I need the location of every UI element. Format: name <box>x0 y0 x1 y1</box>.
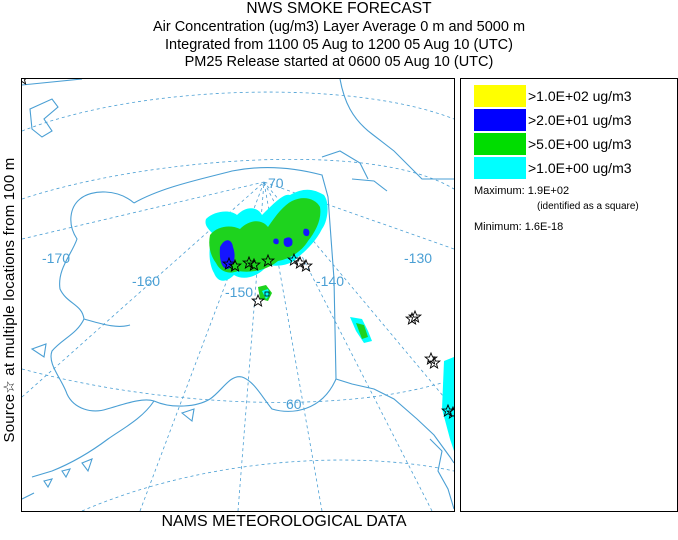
meridian-line <box>237 181 265 511</box>
legend-label-100: >1.0E+02 ug/m3 <box>528 88 632 104</box>
alaska-west-coast <box>50 191 337 412</box>
plume-blue-region <box>303 228 310 237</box>
smoke-map: -170 -160 -150 -140 -130 70 60 <box>21 78 455 512</box>
parallel-line <box>22 91 454 132</box>
legend-maximum: Maximum: 1.9E+02 <box>474 185 570 197</box>
concentration-subtitle: Air Concentration (ug/m3) Layer Average … <box>152 19 526 35</box>
forecast-title: NWS SMOKE FORECAST <box>246 0 432 17</box>
plume-cyan-region <box>442 357 454 451</box>
peninsula-coast <box>31 400 155 478</box>
lon-label-160: -160 <box>132 273 160 289</box>
lon-label-130: -130 <box>404 250 432 266</box>
lat-label-70: 70 <box>268 175 284 191</box>
plume-green-region <box>209 198 321 273</box>
lat-label-60: 60 <box>286 396 302 412</box>
lon-label-150: -150 <box>225 284 253 300</box>
alaska-north-coast <box>133 166 454 464</box>
source-side-label: Source☆ at multiple locations from 100 m <box>1 157 18 443</box>
data-source-label: NAMS METEOROLOGICAL DATA <box>161 513 407 530</box>
plume-cyan-region <box>262 289 270 299</box>
map-canvas: -170 -160 -150 -140 -130 70 60 <box>22 79 454 511</box>
plume-green-region <box>356 323 368 339</box>
island-outline <box>29 98 59 138</box>
island-outline <box>180 408 195 423</box>
meridian-line <box>139 181 265 511</box>
island-outline <box>30 343 47 358</box>
graticule <box>22 91 454 511</box>
legend-minimum: Minimum: 1.6E-18 <box>474 221 564 233</box>
legend-swatch-green <box>474 133 526 155</box>
plume-blue-region <box>283 237 293 247</box>
parallel-line <box>22 368 454 403</box>
legend-max-note: (identified as a square) <box>537 201 639 212</box>
legend-label-20: >2.0E+01 ug/m3 <box>528 112 632 128</box>
legend-swatch-blue <box>474 109 526 131</box>
legend-label-1: >1.0E+00 ug/m3 <box>528 160 632 176</box>
legend-label-5: >5.0E+00 ug/m3 <box>528 136 632 152</box>
coastline <box>22 79 454 510</box>
coast-segment <box>22 79 83 86</box>
canada-coast <box>339 79 454 180</box>
integration-period: Integrated from 1100 05 Aug to 1200 05 A… <box>165 37 513 53</box>
graticule-labels: -170 -160 -150 -140 -130 70 60 <box>42 175 432 412</box>
coast-segment <box>83 318 131 328</box>
coast-segment <box>351 178 388 192</box>
parallel-line <box>22 158 454 200</box>
aleutian-islands <box>43 458 93 489</box>
maximum-marker <box>264 291 270 297</box>
lon-label-140: -140 <box>316 273 344 289</box>
release-info: PM25 Release started at 0600 05 Aug 10 (… <box>184 54 494 70</box>
legend-swatch-yellow <box>474 85 526 107</box>
concentration-legend: >1.0E+02 ug/m3 >2.0E+01 ug/m3 >5.0E+00 u… <box>460 78 678 512</box>
lon-label-170: -170 <box>42 250 70 266</box>
island-outline <box>321 150 369 180</box>
coast-segment <box>22 492 35 500</box>
parallel-line <box>81 459 454 511</box>
source-star <box>22 79 27 86</box>
source-star <box>299 259 313 272</box>
legend-swatch-cyan <box>474 157 526 179</box>
plume-blue-region <box>273 238 279 245</box>
panhandle-coast <box>429 438 454 510</box>
